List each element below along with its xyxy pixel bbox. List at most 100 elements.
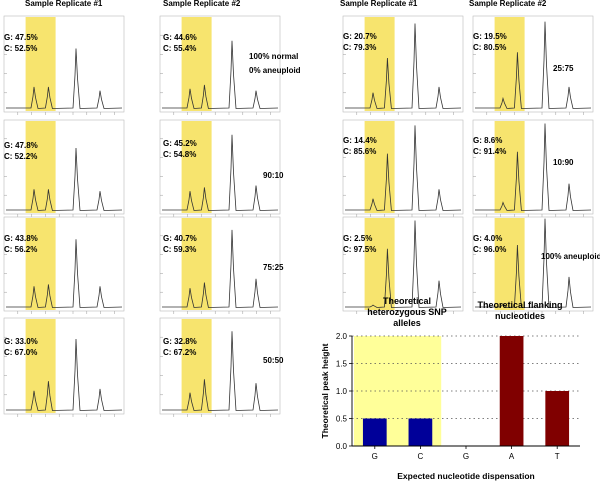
allele-label-left-row2-rep1: G: 47.8% C: 52.2% — [4, 140, 38, 162]
c-percent: C: 54.8% — [163, 150, 197, 159]
y-axis-title: Theoretical peak height — [320, 343, 330, 438]
y-tick-label: 1.5 — [336, 360, 348, 369]
pyrogram-panel — [342, 119, 464, 217]
c-percent: C: 55.4% — [163, 44, 197, 53]
column-title-left-rep1: Sample Replicate #1 — [25, 0, 103, 8]
theoretical-flank-title: Theoretical flanking nucleotides — [460, 300, 580, 322]
mixture-label-25-75: 25:75 — [553, 64, 574, 73]
g-percent: G: 19.5% — [473, 32, 507, 41]
y-tick-label: 1.0 — [336, 387, 348, 396]
x-tick-label: T — [555, 452, 560, 461]
pyrogram-panel — [159, 317, 281, 417]
pyrogram-panel — [472, 216, 594, 314]
snp-highlight-band — [181, 218, 212, 310]
snp-highlight-band — [494, 218, 525, 310]
c-percent: C: 96.0% — [473, 245, 507, 254]
g-percent: G: 4.0% — [473, 234, 503, 243]
mixture-label-100-normal: 100% normal 0% aneuploid — [249, 50, 301, 78]
pyrogram-trace — [6, 48, 123, 109]
bar-snp-C — [408, 418, 433, 446]
c-percent: C: 85.6% — [343, 147, 377, 156]
pyrogram-panel — [342, 216, 464, 314]
panel-frame — [472, 119, 594, 215]
c-percent: C: 52.5% — [4, 44, 38, 53]
pyrogram-trace — [345, 23, 462, 109]
g-percent: G: 8.6% — [473, 136, 503, 145]
allele-label-right-row1-rep1: G: 20.7% C: 79.3% — [343, 31, 377, 53]
pyrogram-trace — [6, 239, 123, 308]
y-tick-label: 2.0 — [336, 332, 348, 341]
pyrogram-trace — [162, 134, 279, 211]
c-percent: C: 79.3% — [343, 43, 377, 52]
x-axis-title: Expected nucleotide dispensation — [397, 471, 534, 481]
g-percent: G: 47.8% — [4, 141, 38, 150]
panel-frame — [3, 317, 125, 415]
title-line: Theoretical flanking — [477, 300, 563, 310]
pyrogram-trace — [345, 125, 462, 211]
pyrogram-trace — [162, 40, 279, 109]
allele-label-left-row3-rep1: G: 43.8% C: 56.2% — [4, 233, 38, 255]
mixture-label-90-10: 90:10 — [263, 171, 284, 180]
c-percent: C: 59.3% — [163, 245, 197, 254]
snp-highlight-band — [494, 121, 525, 213]
mixture-label-10-90: 10:90 — [553, 158, 574, 167]
y-tick-label: 0.0 — [336, 442, 348, 451]
panel-frame — [159, 15, 281, 113]
pyrogram-panel — [159, 216, 281, 314]
x-tick-label: G — [372, 452, 378, 461]
c-percent: C: 80.5% — [473, 43, 507, 52]
snp-highlight-band — [25, 319, 56, 413]
panel-frame — [159, 119, 281, 215]
allele-label-right-row2-rep1: G: 14.4% C: 85.6% — [343, 135, 377, 157]
allele-label-left-row1-rep2: G: 44.6% C: 55.4% — [163, 32, 197, 54]
pyrogram-panel — [472, 119, 594, 217]
snp-highlight-band — [25, 218, 56, 310]
g-percent: G: 44.6% — [163, 33, 197, 42]
snp-highlight-band — [494, 17, 525, 111]
pyrogram-trace — [345, 220, 462, 308]
g-percent: G: 32.8% — [163, 337, 197, 346]
panel-frame — [342, 119, 464, 215]
pyrogram-panel — [159, 15, 281, 115]
y-tick-label: 0.5 — [336, 415, 348, 424]
snp-highlight-band — [364, 121, 395, 213]
pyrogram-trace — [475, 218, 592, 308]
mixture-label-50-50: 50:50 — [263, 356, 284, 365]
g-percent: G: 20.7% — [343, 32, 377, 41]
snp-highlight-band — [364, 17, 395, 111]
allele-label-right-row2-rep2: G: 8.6% C: 91.4% — [473, 135, 506, 157]
allele-label-left-row1-rep1: G: 47.5% C: 52.5% — [4, 32, 38, 54]
c-percent: C: 91.4% — [473, 147, 507, 156]
panel-frame — [159, 317, 281, 415]
allele-label-left-row4-rep2: G: 32.8% C: 67.2% — [163, 336, 197, 358]
theoretical-snp-title: Theoretical heterozygous SNP alleles — [352, 296, 462, 329]
panel-frame — [3, 119, 125, 215]
g-percent: G: 47.5% — [4, 33, 38, 42]
g-percent: G: 45.2% — [163, 139, 197, 148]
pyrogram-trace — [475, 123, 592, 211]
panel-frame — [472, 216, 594, 312]
allele-label-left-row2-rep2: G: 45.2% C: 54.8% — [163, 138, 197, 160]
c-percent: C: 97.5% — [343, 245, 377, 254]
c-percent: C: 67.0% — [4, 348, 38, 357]
panel-frame — [159, 216, 281, 312]
title-line: heterozygous SNP — [367, 307, 447, 317]
g-percent: G: 2.5% — [343, 234, 373, 243]
pyrogram-panel — [3, 216, 125, 314]
x-tick-label: G — [463, 452, 469, 461]
mixture-label-75-25: 75:25 — [263, 263, 284, 272]
pyrogram-trace — [162, 229, 279, 308]
pyrogram-panel — [3, 317, 125, 417]
column-title-left-rep2: Sample Replicate #2 — [163, 0, 241, 8]
title-line: Theoretical — [382, 296, 431, 306]
bar-flank-A — [499, 336, 524, 446]
column-title-right-rep2: Sample Replicate #2 — [469, 0, 547, 8]
pyrogram-panel — [342, 15, 464, 115]
snp-highlight-band — [181, 17, 212, 111]
g-percent: G: 43.8% — [4, 234, 38, 243]
bar-flank-T — [545, 391, 570, 446]
panel-frame — [342, 216, 464, 312]
panel-frame — [342, 15, 464, 113]
